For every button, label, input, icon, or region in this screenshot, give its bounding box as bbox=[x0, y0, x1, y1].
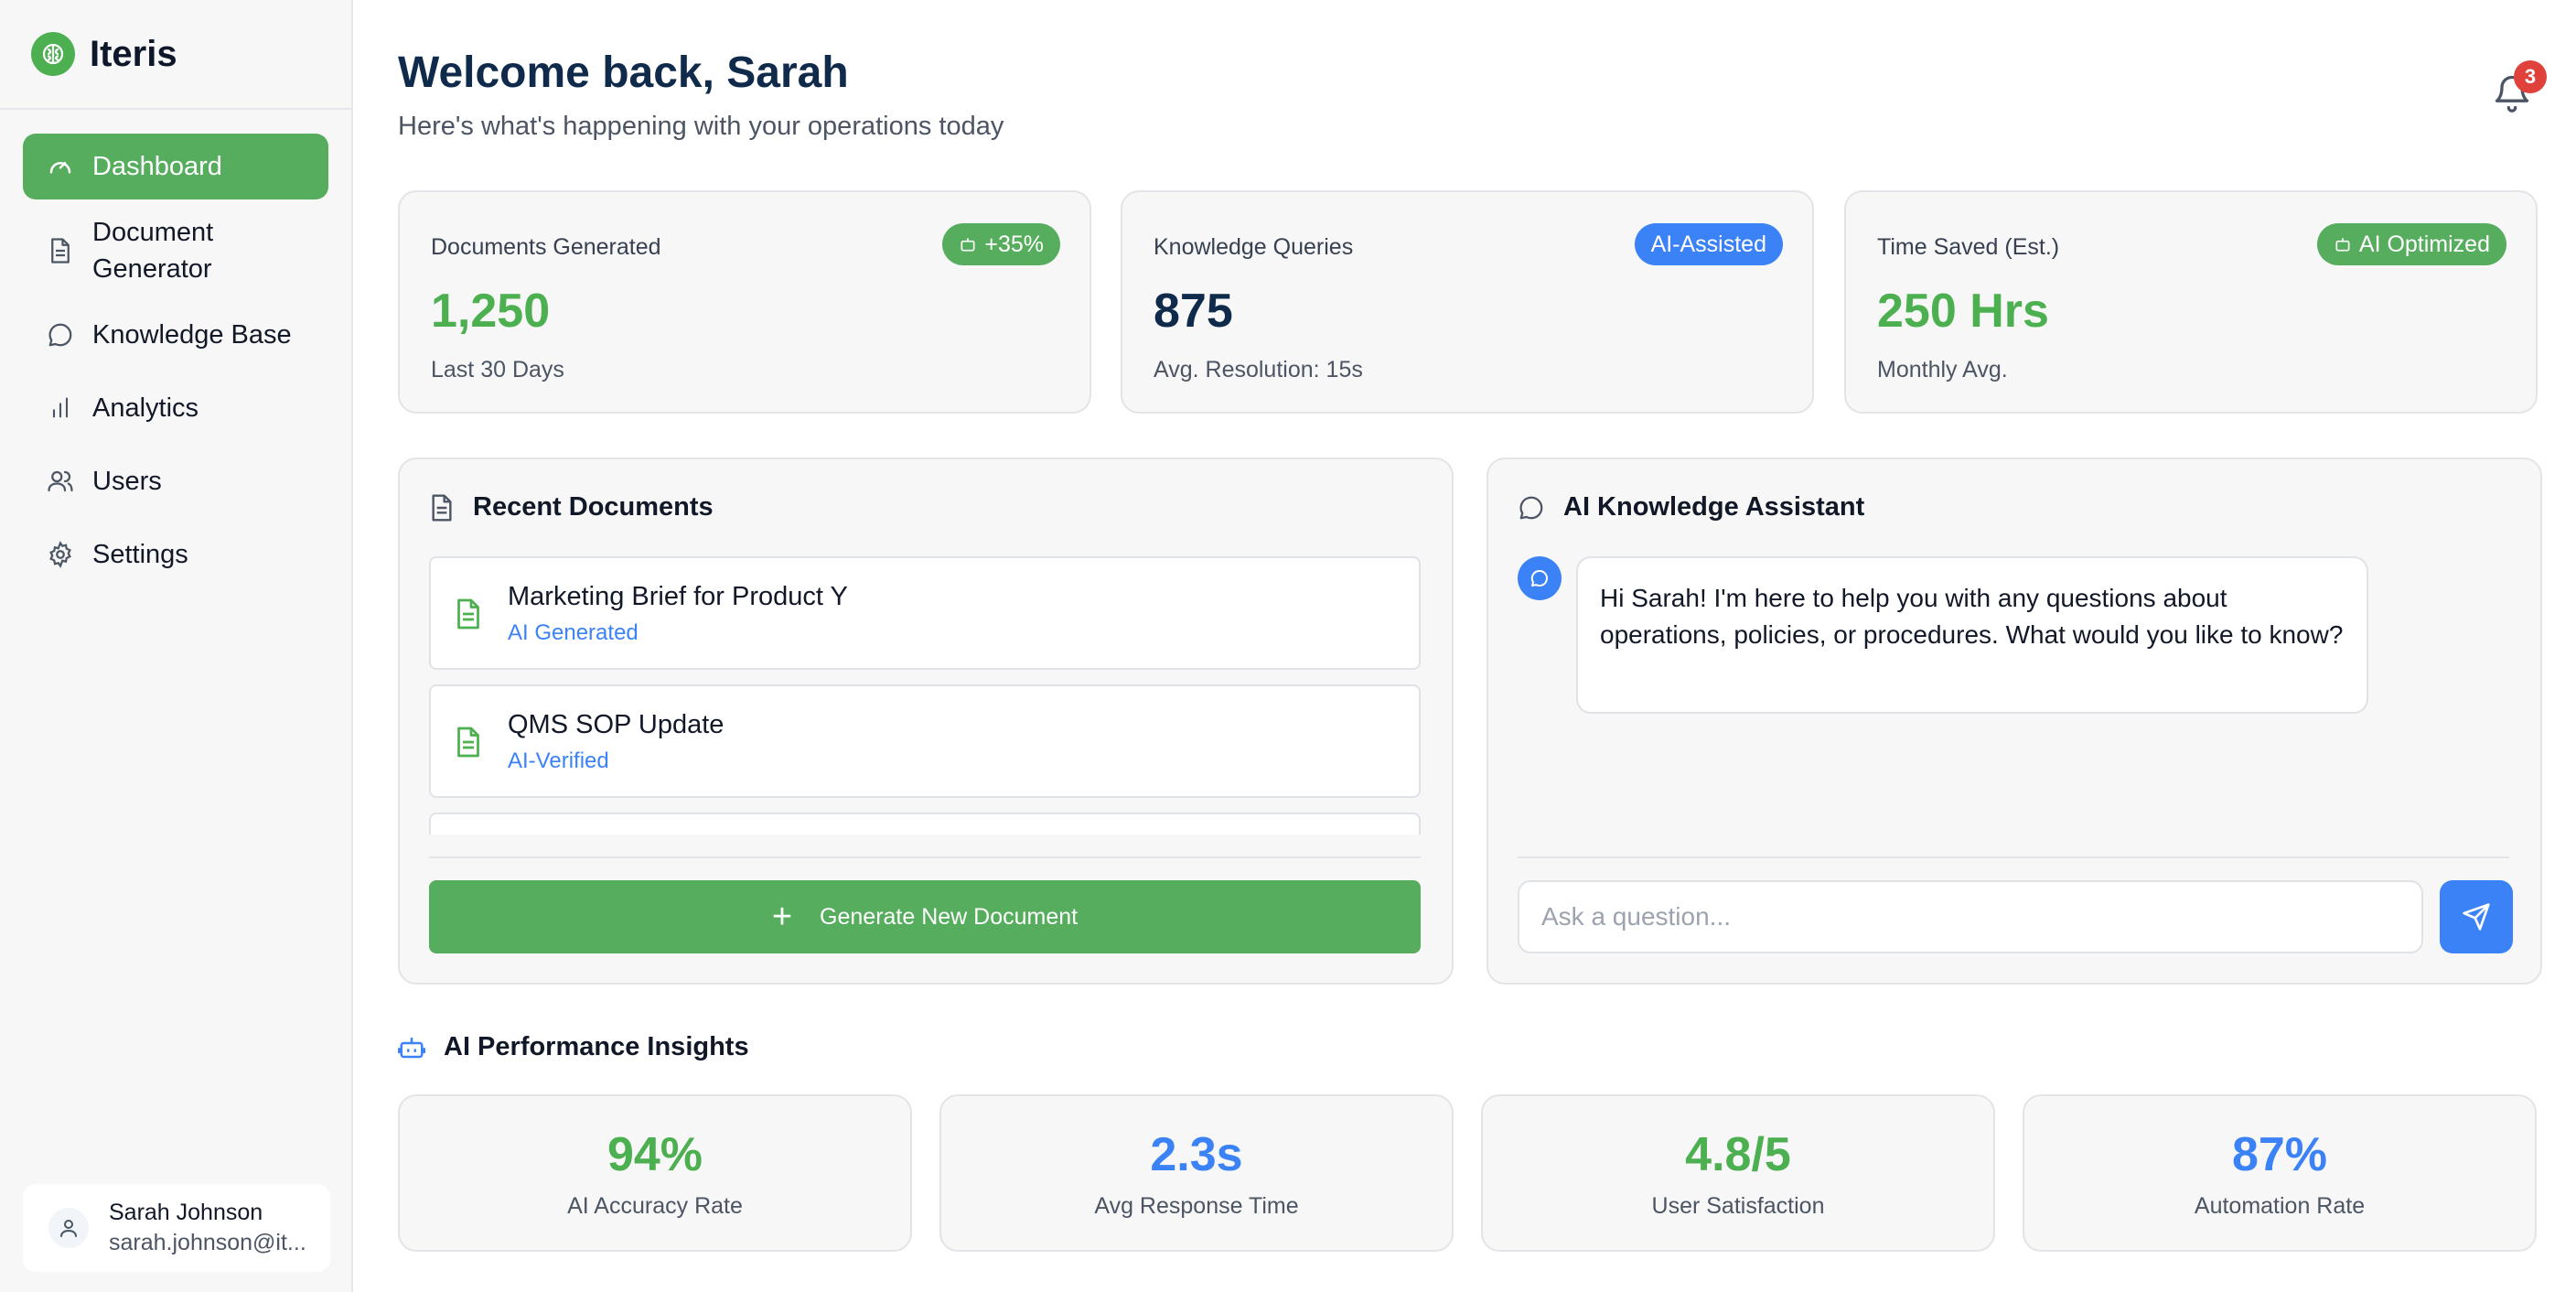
divider bbox=[1518, 856, 2509, 858]
assistant-message: Hi Sarah! I'm here to help you with any … bbox=[1576, 556, 2368, 714]
sidebar-nav: Dashboard Document Generator Knowledge B… bbox=[0, 110, 351, 587]
metric-label: Avg Response Time bbox=[1094, 1193, 1299, 1219]
document-icon bbox=[45, 235, 76, 266]
send-button[interactable] bbox=[2440, 880, 2513, 953]
question-input[interactable] bbox=[1518, 880, 2423, 953]
brain-logo-icon bbox=[31, 32, 75, 76]
robot-icon bbox=[2335, 238, 2350, 252]
sidebar: Iteris Dashboard Document Generator Know… bbox=[0, 0, 353, 1292]
stat-footnote: Last 30 Days bbox=[431, 357, 564, 382]
users-icon bbox=[45, 466, 76, 497]
document-title: QMS SOP Update bbox=[508, 710, 724, 739]
metric-card-satisfaction: 4.8/5 User Satisfaction bbox=[1481, 1094, 1995, 1252]
stat-card-knowledge-queries: Knowledge Queries AI-Assisted 875 Avg. R… bbox=[1121, 190, 1814, 414]
stat-card-time-saved: Time Saved (Est.) AI Optimized 250 Hrs M… bbox=[1844, 190, 2538, 414]
assistant-avatar-icon bbox=[1518, 556, 1562, 600]
sidebar-item-label: Settings bbox=[92, 539, 188, 569]
document-tag: AI Generated bbox=[508, 620, 639, 645]
sidebar-item-label: Document Generator bbox=[92, 218, 214, 284]
metric-value: 2.3s bbox=[1150, 1128, 1243, 1181]
gear-icon bbox=[45, 539, 76, 570]
assistant-title: AI Knowledge Assistant bbox=[1518, 492, 1864, 522]
document-title: Marketing Brief for Product Y bbox=[508, 582, 848, 611]
send-icon bbox=[2463, 903, 2490, 931]
page-subtitle: Here's what's happening with your operat… bbox=[398, 112, 1004, 141]
chat-bubble-icon bbox=[45, 319, 76, 350]
sidebar-item-label: Knowledge Base bbox=[92, 319, 292, 350]
sidebar-item-label: Analytics bbox=[92, 393, 199, 423]
notification-count-badge: 3 bbox=[2514, 60, 2547, 93]
metric-label: Automation Rate bbox=[2194, 1193, 2366, 1219]
stat-badge: AI-Assisted bbox=[1634, 223, 1783, 265]
chat-bubble-icon bbox=[1519, 496, 1543, 519]
document-list-item-partial bbox=[429, 813, 1421, 834]
user-profile-card[interactable]: Sarah Johnson sarah.johnson@it... bbox=[23, 1184, 330, 1272]
document-list-item[interactable]: QMS SOP Update AI-Verified bbox=[429, 684, 1421, 798]
metric-value: 94% bbox=[606, 1128, 703, 1181]
recent-documents-panel: Recent Documents Marketing Brief for Pro… bbox=[398, 458, 1454, 985]
stat-badge: +35% bbox=[942, 223, 1060, 265]
sidebar-item-analytics[interactable]: Analytics bbox=[23, 375, 328, 441]
stat-badge-label: AI-Assisted bbox=[1650, 231, 1766, 257]
gauge-icon bbox=[45, 151, 76, 182]
stat-label: Documents Generated bbox=[431, 234, 661, 260]
sidebar-item-label: Dashboard bbox=[92, 151, 222, 181]
plus-icon: + bbox=[771, 897, 793, 936]
stat-badge: AI Optimized bbox=[2316, 223, 2506, 265]
recent-documents-title: Recent Documents bbox=[429, 492, 714, 522]
stat-label: Time Saved (Est.) bbox=[1877, 234, 2060, 260]
stat-badge-label: +35% bbox=[984, 231, 1044, 257]
assistant-panel: AI Knowledge Assistant Hi Sarah! I'm her… bbox=[1487, 458, 2542, 985]
page-title: Welcome back, Sarah bbox=[398, 48, 849, 97]
stat-badge-label: AI Optimized bbox=[2358, 231, 2490, 257]
metric-card-automation: 87% Automation Rate bbox=[2023, 1094, 2537, 1252]
sidebar-item-users[interactable]: Users bbox=[23, 448, 328, 514]
document-tag: AI-Verified bbox=[508, 748, 609, 773]
insights-title: AI Performance Insights bbox=[398, 1032, 749, 1062]
sidebar-item-settings[interactable]: Settings bbox=[23, 522, 328, 587]
divider bbox=[429, 856, 1421, 858]
stat-label: Knowledge Queries bbox=[1154, 234, 1354, 260]
metric-label: AI Accuracy Rate bbox=[567, 1193, 743, 1219]
stat-value: 1,250 bbox=[431, 285, 551, 338]
stat-value: 250 Hrs bbox=[1877, 285, 2049, 338]
document-list-item[interactable]: Marketing Brief for Product Y AI Generat… bbox=[429, 556, 1421, 670]
robot-icon bbox=[398, 1037, 425, 1058]
bar-chart-icon bbox=[45, 393, 76, 424]
user-email: sarah.johnson@it... bbox=[109, 1230, 306, 1255]
document-icon bbox=[455, 725, 482, 764]
robot-icon bbox=[961, 238, 975, 252]
notification-bell-icon[interactable] bbox=[2492, 70, 2532, 115]
metric-label: User Satisfaction bbox=[1651, 1193, 1825, 1219]
app-name: Iteris bbox=[90, 33, 177, 74]
user-avatar-icon bbox=[48, 1208, 89, 1248]
sidebar-item-knowledge-base[interactable]: Knowledge Base bbox=[23, 302, 328, 368]
generate-document-button[interactable]: + Generate New Document bbox=[429, 880, 1421, 953]
metric-value: 4.8/5 bbox=[1685, 1128, 1791, 1181]
sidebar-item-dashboard[interactable]: Dashboard bbox=[23, 134, 328, 199]
stat-footnote: Avg. Resolution: 15s bbox=[1154, 357, 1363, 382]
metric-value: 87% bbox=[2231, 1128, 2328, 1181]
brand: Iteris bbox=[0, 0, 351, 110]
document-icon bbox=[432, 493, 452, 522]
stat-card-documents: Documents Generated +35% 1,250 Last 30 D… bbox=[398, 190, 1091, 414]
metric-card-accuracy: 94% AI Accuracy Rate bbox=[398, 1094, 912, 1252]
stat-value: 875 bbox=[1154, 285, 1233, 338]
stat-footnote: Monthly Avg. bbox=[1877, 357, 2008, 382]
user-name: Sarah Johnson bbox=[109, 1200, 263, 1225]
sidebar-item-label: Users bbox=[92, 466, 162, 496]
sidebar-item-document-generator[interactable]: Document Generator bbox=[23, 207, 328, 295]
metric-card-response-time: 2.3s Avg Response Time bbox=[939, 1094, 1454, 1252]
document-icon bbox=[455, 597, 482, 636]
